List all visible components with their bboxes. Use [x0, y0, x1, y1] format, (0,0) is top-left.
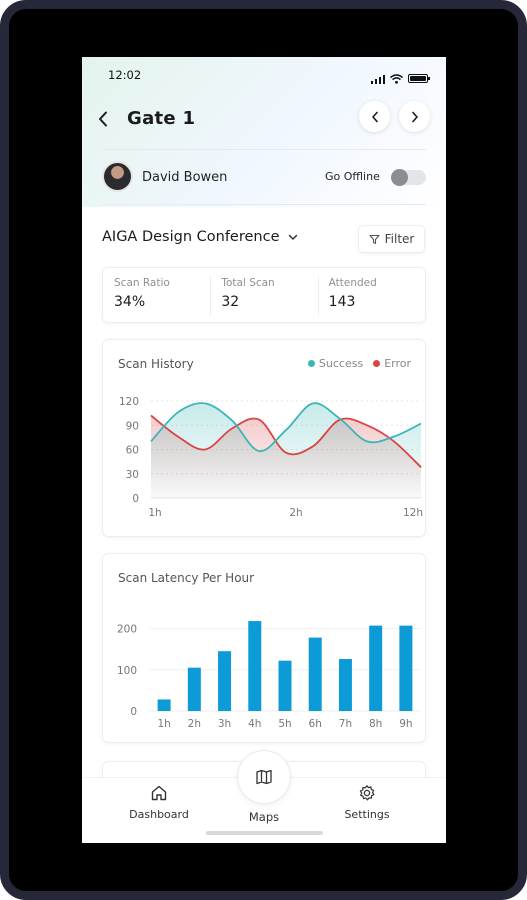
scan-history-chart: 0 30 60 90 120 1h 2h 12h [119, 396, 423, 519]
x-tick-label: 7h [339, 718, 352, 730]
x-tick-label: 3h [218, 718, 231, 730]
x-tick-label: 1h [148, 507, 161, 519]
stat-value: 32 [221, 294, 240, 310]
chevron-down-icon [288, 234, 297, 240]
y-tick-label: 0 [130, 706, 137, 718]
y-tick-label: 60 [126, 445, 139, 457]
nav-dashboard[interactable]: Dashboard [119, 784, 199, 821]
stat-label: Scan Ratio [114, 277, 170, 289]
scan-history-card: 0 30 60 90 120 1h 2h 12h Scan History Success E… [102, 339, 426, 537]
back-arrow-icon[interactable] [98, 105, 114, 133]
x-tick-label: 4h [248, 718, 261, 730]
stat-value: 143 [328, 294, 356, 310]
bar [248, 621, 262, 711]
x-tick-label: 5h [278, 718, 291, 730]
chart-title: Scan History [118, 357, 194, 371]
stat-attended: Attended 143 [317, 268, 425, 322]
divider [102, 149, 426, 150]
filter-button[interactable]: Filter [358, 225, 425, 253]
scan-latency-chart: 0 100 200 1h 2h 3h 4h 5h 6h 7h 8h 9h [117, 621, 421, 730]
home-indicator [206, 831, 323, 835]
scan-latency-card: 0 100 200 1h 2h 3h 4h 5h 6h 7h 8h 9h Scan Latency P… [102, 553, 426, 743]
event-selector[interactable]: AIGA Design Conference [102, 229, 298, 245]
header-gradient [82, 57, 446, 207]
event-name: AIGA Design Conference [102, 229, 280, 245]
x-tick-label: 9h [399, 718, 412, 730]
bar [369, 625, 383, 711]
legend-label: Error [384, 357, 411, 370]
go-offline-label: Go Offline [325, 170, 380, 183]
chart-title: Scan Latency Per Hour [118, 571, 255, 585]
x-tick-label: 8h [369, 718, 382, 730]
nav-label: Dashboard [129, 808, 189, 821]
y-tick-label: 120 [119, 396, 139, 408]
legend-dot [307, 360, 315, 367]
x-tick-label: 1h [157, 718, 170, 730]
bar [157, 699, 171, 711]
divider [102, 204, 426, 205]
battery-icon [408, 74, 430, 83]
x-tick-label: 6h [309, 718, 322, 730]
page-header: Gate 1 [82, 101, 446, 137]
bar [338, 659, 352, 711]
previous-gate-button[interactable] [359, 101, 390, 132]
nav-settings[interactable]: Settings [327, 784, 407, 821]
event-row: AIGA Design Conference Filter [82, 225, 446, 255]
gear-icon [359, 785, 375, 801]
filter-label: Filter [384, 232, 415, 246]
stat-total-scan: Total Scan 32 [210, 268, 317, 322]
bar [308, 637, 322, 711]
y-tick-label: 100 [117, 665, 137, 677]
nav-label: Maps [248, 810, 280, 824]
stat-value: 34% [114, 294, 146, 310]
phone-screen: 12:02 Gate 1 David Bowen Go Offline [82, 57, 446, 843]
bar [218, 651, 232, 711]
stat-label: Attended [328, 277, 377, 289]
legend-item-error: Error [373, 357, 411, 370]
y-tick-label: 30 [126, 469, 139, 481]
stat-label: Total Scan [221, 277, 275, 289]
status-time: 12:02 [108, 68, 142, 82]
y-tick-label: 200 [117, 624, 137, 636]
signal-icon [370, 74, 385, 84]
next-gate-button[interactable] [399, 101, 430, 132]
bottom-navigation: Dashboard Maps Settings [82, 750, 446, 843]
user-name: David Bowen [142, 170, 228, 185]
stat-scan-ratio: Scan Ratio 34% [103, 268, 210, 322]
legend-label: Success [318, 357, 364, 370]
bar [399, 625, 413, 711]
map-icon [256, 769, 272, 785]
chevron-right-icon [411, 111, 418, 122]
toggle-knob [391, 169, 408, 186]
home-icon [151, 785, 167, 801]
filter-icon [369, 234, 380, 244]
chart-legend: Success Error [307, 357, 411, 370]
nav-label: Settings [344, 808, 390, 821]
page-title: Gate 1 [127, 108, 196, 129]
avatar [102, 161, 133, 192]
x-tick-label: 2h [188, 718, 201, 730]
chevron-left-icon [371, 111, 378, 122]
legend-dot [373, 360, 381, 367]
status-bar: 12:02 [82, 57, 446, 93]
user-row: David Bowen Go Offline [82, 159, 446, 195]
area-success [151, 403, 421, 498]
x-tick-label: 2h [289, 507, 302, 519]
legend-item-success: Success [307, 357, 364, 370]
x-tick-label: 12h [403, 507, 423, 519]
stats-card: Scan Ratio 34% Total Scan 32 Attended 14… [102, 267, 426, 323]
go-offline-toggle[interactable] [391, 169, 426, 186]
bar [187, 667, 201, 711]
y-tick-label: 0 [132, 493, 139, 505]
bar [278, 660, 292, 711]
nav-maps[interactable] [237, 750, 291, 804]
y-tick-label: 90 [126, 420, 139, 432]
status-icons [370, 69, 430, 88]
line-success [150, 402, 422, 453]
line-error [150, 414, 422, 468]
wifi-icon [390, 69, 403, 88]
